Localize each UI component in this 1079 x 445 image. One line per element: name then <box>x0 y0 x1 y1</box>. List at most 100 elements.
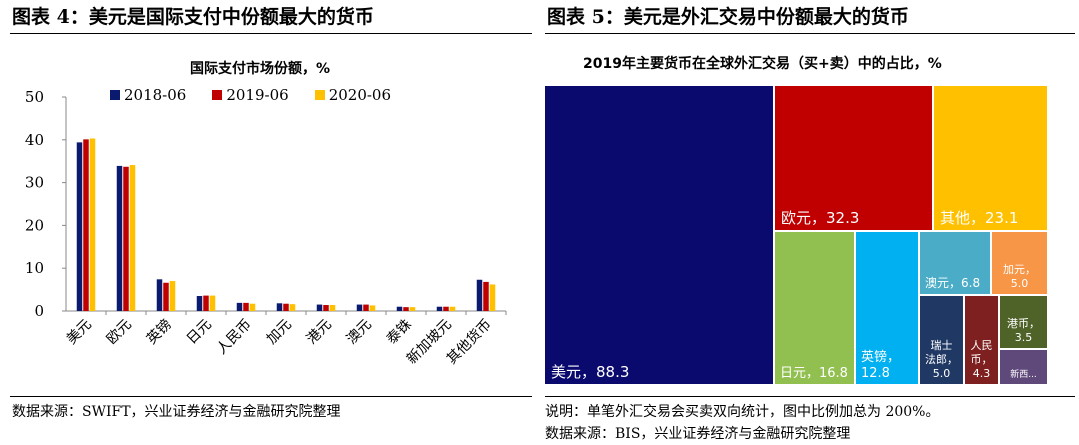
bar <box>369 305 376 311</box>
bar <box>356 304 363 311</box>
bar <box>123 166 129 311</box>
treemap-label: 欧元，32.3 <box>781 209 859 227</box>
treemap-cell <box>920 232 990 294</box>
treemap-label: 新西... <box>1010 368 1037 380</box>
bar-legend: 2018-06 2019-06 2020-06 <box>110 86 391 104</box>
bar <box>363 304 369 311</box>
bar <box>83 139 89 311</box>
bar <box>163 282 169 311</box>
x-tick-label: 港元 <box>304 317 335 348</box>
treemap-label: 5.0 <box>933 367 951 380</box>
x-tick-label: 澳元 <box>344 317 375 348</box>
bar <box>276 303 283 311</box>
left-bottom-rule <box>10 396 532 397</box>
treemap-cell <box>856 232 918 384</box>
legend-swatch-2018 <box>110 90 120 100</box>
treemap-label: 加元， <box>1003 263 1036 276</box>
treemap-label: 币， <box>971 353 993 366</box>
x-tick-label: 加元 <box>264 317 295 348</box>
treemap-label: 12.8 <box>861 366 890 381</box>
bar <box>289 304 296 311</box>
x-tick-label: 英镑 <box>143 316 175 348</box>
x-tick-label: 欧元 <box>104 317 135 348</box>
left-source: 数据来源：SWIFT，兴业证券经济与金融研究院整理 <box>12 404 341 420</box>
legend-item-2019: 2019-06 <box>212 86 289 104</box>
bar <box>156 279 163 311</box>
x-tick-label: 美元 <box>64 317 95 348</box>
bar <box>209 295 216 311</box>
legend-label-2019: 2019-06 <box>226 86 289 104</box>
bar <box>243 302 249 311</box>
treemap-label: 美元，88.3 <box>551 363 629 381</box>
treemap-label: 港币， <box>1007 317 1040 330</box>
bar <box>403 307 409 311</box>
x-tick-label: 人民币 <box>214 317 255 358</box>
bar <box>329 305 336 311</box>
bar <box>409 307 416 311</box>
y-tick-label: 0 <box>34 302 44 320</box>
bar <box>76 142 83 311</box>
legend-swatch-2020 <box>314 90 325 100</box>
treemap-cell <box>934 86 1047 230</box>
y-tick-label: 20 <box>25 216 44 234</box>
bar <box>203 295 209 311</box>
bar <box>249 303 256 311</box>
treemap-cell <box>545 86 773 384</box>
bar <box>483 281 489 311</box>
left-panel: 图表 4：美元是国际支付中份额最大的货币 国际支付市场份额，% 2018-06 … <box>10 6 532 420</box>
treemap-cell <box>1000 350 1047 384</box>
treemap-cell <box>965 296 998 384</box>
left-figure-title: 图表 4：美元是国际支付中份额最大的货币 <box>12 6 374 28</box>
bar <box>443 306 449 311</box>
y-tick-label: 10 <box>25 259 44 277</box>
treemap-label: 瑞士 <box>931 338 953 352</box>
left-title-rule <box>10 33 532 34</box>
right-bottom-rule <box>545 396 1075 397</box>
right-note: 说明：单笔外汇交易会买卖双向统计，图中比例加总为 200%。 <box>545 404 940 420</box>
bar <box>396 306 403 311</box>
treemap-label: 日元，16.8 <box>780 366 848 381</box>
bar <box>436 306 443 311</box>
right-source: 数据来源：BIS，兴业证券经济与金融研究院整理 <box>545 426 851 442</box>
legend-item-2018: 2018-06 <box>110 86 186 104</box>
legend-label-2018: 2018-06 <box>124 86 187 104</box>
bar <box>449 306 456 311</box>
legend-label-2020: 2020-06 <box>328 86 392 104</box>
x-tick-label: 其他货币 <box>443 316 495 368</box>
treemap-cell <box>920 296 963 384</box>
y-tick-label: 50 <box>25 88 44 106</box>
right-panel: 图表 5：美元是外汇交易中份额最大的货币 2019年主要货币在全球外汇交易（买+… <box>545 0 1079 445</box>
y-tick-label: 40 <box>25 131 44 149</box>
treemap-label: 人民 <box>971 339 993 352</box>
treemap-label: 3.5 <box>1015 331 1033 344</box>
treemap-label: 英镑， <box>861 349 900 365</box>
bar <box>323 305 329 311</box>
treemap-cell <box>1000 296 1047 348</box>
bar <box>129 165 136 311</box>
bar-chart-title: 国际支付市场份额，% <box>190 61 331 77</box>
bar <box>489 284 496 311</box>
treemap-cell <box>775 232 854 384</box>
treemap-label: 4.3 <box>973 367 991 380</box>
bar <box>476 279 483 311</box>
treemap-cell <box>992 232 1047 294</box>
x-tick-label: 日元 <box>184 317 215 348</box>
treemap-label: 法郎， <box>925 352 958 366</box>
treemap-label: 其他，23.1 <box>940 209 1018 227</box>
bar <box>169 281 176 311</box>
treemap: 美元，88.3 欧元，32.3 其他，23.1 日元，16.8 英镑，12.8 澳元，6.… <box>545 86 1047 384</box>
treemap-cell <box>775 86 932 230</box>
bar <box>89 138 96 311</box>
bar <box>116 165 123 311</box>
treemap-label: 5.0 <box>1011 277 1029 290</box>
bar <box>236 302 243 311</box>
legend-item-2020: 2020-06 <box>314 86 392 104</box>
treemap-title: 2019年主要货币在全球外汇交易（买+卖）中的占比，% <box>583 56 942 72</box>
treemap-label: 澳元，6.8 <box>925 276 980 290</box>
y-tick-label: 30 <box>25 174 44 192</box>
right-title-rule <box>545 33 1075 34</box>
bar <box>316 304 323 311</box>
bar <box>196 296 203 311</box>
legend-swatch-2019 <box>212 90 223 100</box>
